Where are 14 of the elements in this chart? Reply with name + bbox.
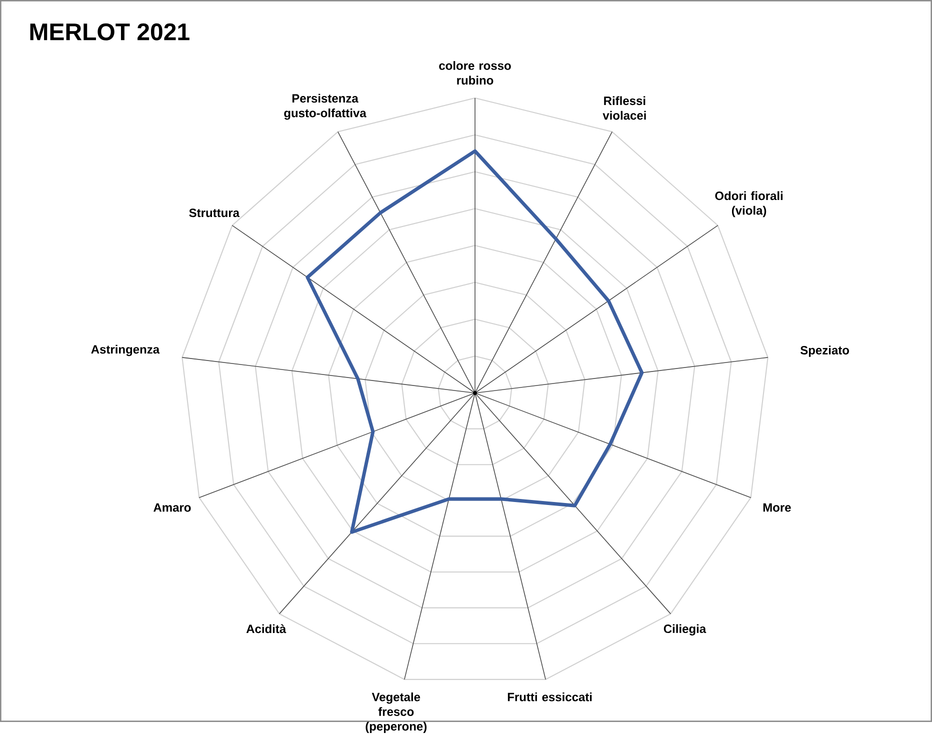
spoke-label: More bbox=[763, 503, 791, 512]
spoke-label: Ciliegia bbox=[664, 624, 706, 636]
spoke-label: Acidità bbox=[246, 624, 286, 634]
spoke-label: Struttura bbox=[189, 208, 240, 217]
spoke-label: Amaro bbox=[154, 503, 191, 512]
spoke-label: Astringenza bbox=[91, 344, 160, 356]
spoke-label: Riflessi violacei bbox=[602, 96, 646, 120]
spoke-label: colore rosso rubino bbox=[439, 60, 511, 84]
spoke-label: Persistenza gusto-olfattiva bbox=[284, 94, 366, 120]
spoke-label: Speziato bbox=[800, 346, 849, 357]
spoke-label: Odori fiorali (viola) bbox=[715, 191, 783, 217]
chart-title: MERLOT 2021 bbox=[30, 23, 190, 40]
spoke-label: Frutti essiccati bbox=[508, 692, 592, 702]
spoke-label: Vegetale fresco (peperone) bbox=[366, 692, 427, 733]
